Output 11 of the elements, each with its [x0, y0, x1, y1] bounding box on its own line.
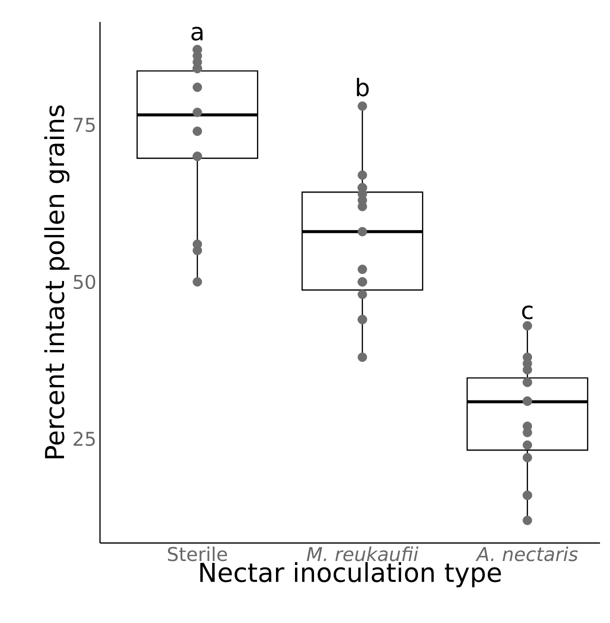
x-tick-label: M. reukaufii — [306, 546, 418, 562]
x-tick-label: A. nectaris — [476, 546, 578, 562]
x-axis-title: Nectar inoculation type — [200, 562, 501, 588]
y-axis-title: Percent intact pollen grains — [44, 105, 70, 458]
annotation: b — [356, 78, 369, 96]
y-tick-label: 75 — [74, 118, 95, 132]
y-tick-label: 50 — [74, 274, 96, 290]
y-tick-label: 25 — [74, 432, 95, 446]
x-tick-label: Sterile — [168, 546, 227, 562]
annotation: c — [522, 306, 532, 320]
annotation: a — [191, 26, 203, 41]
